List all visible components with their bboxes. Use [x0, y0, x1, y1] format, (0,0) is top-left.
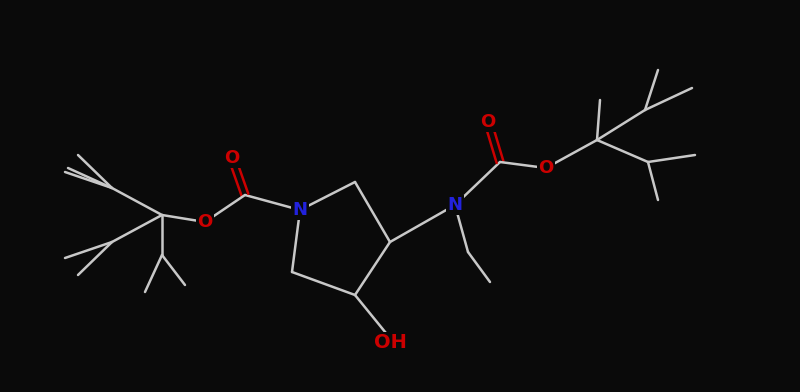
Text: O: O	[224, 149, 240, 167]
Text: O: O	[538, 159, 554, 177]
Text: OH: OH	[374, 334, 406, 352]
Text: N: N	[293, 201, 307, 219]
Text: N: N	[447, 196, 462, 214]
Text: O: O	[198, 213, 213, 231]
Text: O: O	[480, 113, 496, 131]
